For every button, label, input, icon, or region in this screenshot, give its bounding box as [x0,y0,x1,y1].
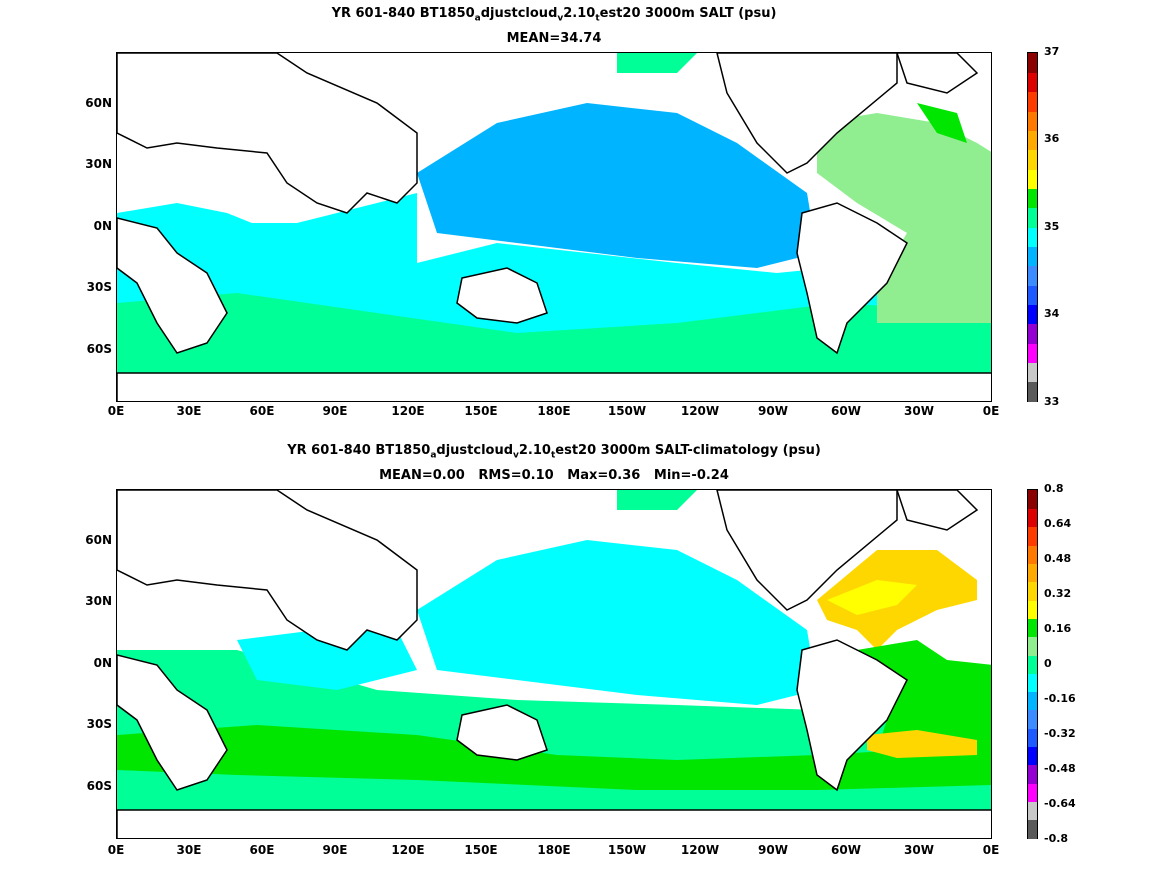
colorbar-segment [1028,207,1037,228]
panel1-xtick: 0E [107,404,125,418]
panel1-xtick: 90W [758,404,788,418]
panel2-xtick: 30W [904,843,934,857]
panel2-ytick: 0N [93,656,112,670]
panel1-xtick: 150E [464,404,498,418]
panel2-colorbar-tick: 0.64 [1044,517,1072,530]
colorbar-segment [1028,169,1037,189]
panel1-colorbar-tick: 36 [1044,132,1060,145]
panel1-xtick: 120E [391,404,425,418]
colorbar-segment [1028,149,1037,170]
panel2-colorbar-tick: -0.8 [1044,832,1069,845]
panel2-subtitle: MEAN=0.00 RMS=0.10 Max=0.36 Min=-0.24 [379,468,729,483]
colorbar-segment [1028,130,1037,151]
panel2-ytick: 30S [86,717,112,731]
panel2-colorbar-tick: 0.32 [1044,587,1072,600]
panel2-title: YR 601-840 BT1850adjustcloudv2.10test20 … [287,443,821,461]
panel1-ytick: 0N [93,219,112,233]
panel1-ytick: 30N [85,157,112,171]
colorbar-segment [1028,691,1037,711]
panel1-xtick: 90E [322,404,348,418]
panel1-xtick: 0E [982,404,1000,418]
colorbar-segment [1028,581,1037,601]
colorbar-segment [1028,819,1037,839]
panel1-subtitle: MEAN=34.74 [506,31,602,46]
colorbar-segment [1028,709,1037,729]
colorbar-segment [1028,618,1037,638]
colorbar-segment [1028,801,1037,821]
panel2-xtick: 0E [107,843,125,857]
colorbar-segment [1028,188,1037,209]
colorbar-segment [1028,91,1037,112]
panel2-colorbar-tick: 0.48 [1044,552,1072,565]
panel2-colorbar [1027,489,1038,839]
colorbar-segment [1028,53,1037,73]
panel1-xtick: 60E [249,404,275,418]
panel2-ytick: 60S [86,779,112,793]
panel2-xtick: 90E [322,843,348,857]
colorbar-segment [1028,285,1037,305]
panel2-ytick: 60N [85,533,112,547]
colorbar-segment [1028,728,1037,748]
panel2-map [116,489,992,839]
colorbar-segment [1028,72,1037,93]
colorbar-segment [1028,265,1037,286]
colorbar-segment [1028,246,1037,267]
panel2-colorbar-tick: -0.48 [1044,762,1076,775]
colorbar-segment [1028,544,1037,564]
panel2-colorbar-tick: 0.16 [1044,622,1072,635]
panel2-xtick: 120E [391,843,425,857]
panel2-xtick: 30E [176,843,202,857]
panel1-xtick: 180E [537,404,571,418]
panel1-colorbar-tick: 33 [1044,395,1060,408]
colorbar-segment [1028,563,1037,583]
panel2-xtick: 150E [464,843,498,857]
colorbar-segment [1028,654,1037,674]
panel1-ytick: 60N [85,96,112,110]
colorbar-segment [1028,746,1037,766]
colorbar-segment [1028,227,1037,247]
panel2-ytick: 30N [85,594,112,608]
colorbar-segment [1028,599,1037,619]
colorbar-segment [1028,362,1037,383]
colorbar-segment [1028,490,1037,509]
panel2-colorbar-tick: -0.16 [1044,692,1076,705]
colorbar-segment [1028,764,1037,784]
colorbar-segment [1028,304,1037,325]
colorbar-segment [1028,323,1037,344]
panel2-xtick: 0E [982,843,1000,857]
colorbar-segment [1028,636,1037,656]
colorbar-segment [1028,673,1037,693]
panel2-xtick: 60W [831,843,861,857]
panel1-xtick: 150W [607,404,647,418]
panel1-xtick: 30E [176,404,202,418]
colorbar-segment [1028,526,1037,546]
panel2-colorbar-tick: -0.32 [1044,727,1076,740]
colorbar-segment [1028,381,1037,402]
panel1-xtick: 60W [831,404,861,418]
panel2-xtick: 90W [758,843,788,857]
panel1-map [116,52,992,402]
panel1-colorbar-tick: 37 [1044,45,1060,58]
panel2-xtick: 180E [537,843,571,857]
colorbar-segment [1028,508,1037,528]
panel1-ytick: 30S [86,280,112,294]
panel2-colorbar-tick: -0.64 [1044,797,1076,810]
panel2-colorbar-tick: 0 [1044,657,1052,670]
panel1-colorbar-tick: 35 [1044,220,1060,233]
colorbar-segment [1028,111,1037,131]
colorbar-segment [1028,343,1037,363]
colorbar-segment [1028,783,1037,803]
panel1-ytick: 60S [86,342,112,356]
panel1-title: YR 601-840 BT1850adjustcloudv2.10test20 … [331,6,777,24]
panel1-colorbar-tick: 34 [1044,307,1060,320]
panel1-xtick: 120W [680,404,720,418]
panel2-xtick: 150W [607,843,647,857]
panel2-xtick: 120W [680,843,720,857]
panel1-colorbar [1027,52,1038,402]
panel2-xtick: 60E [249,843,275,857]
panel1-xtick: 30W [904,404,934,418]
panel2-colorbar-tick: 0.8 [1044,482,1064,495]
